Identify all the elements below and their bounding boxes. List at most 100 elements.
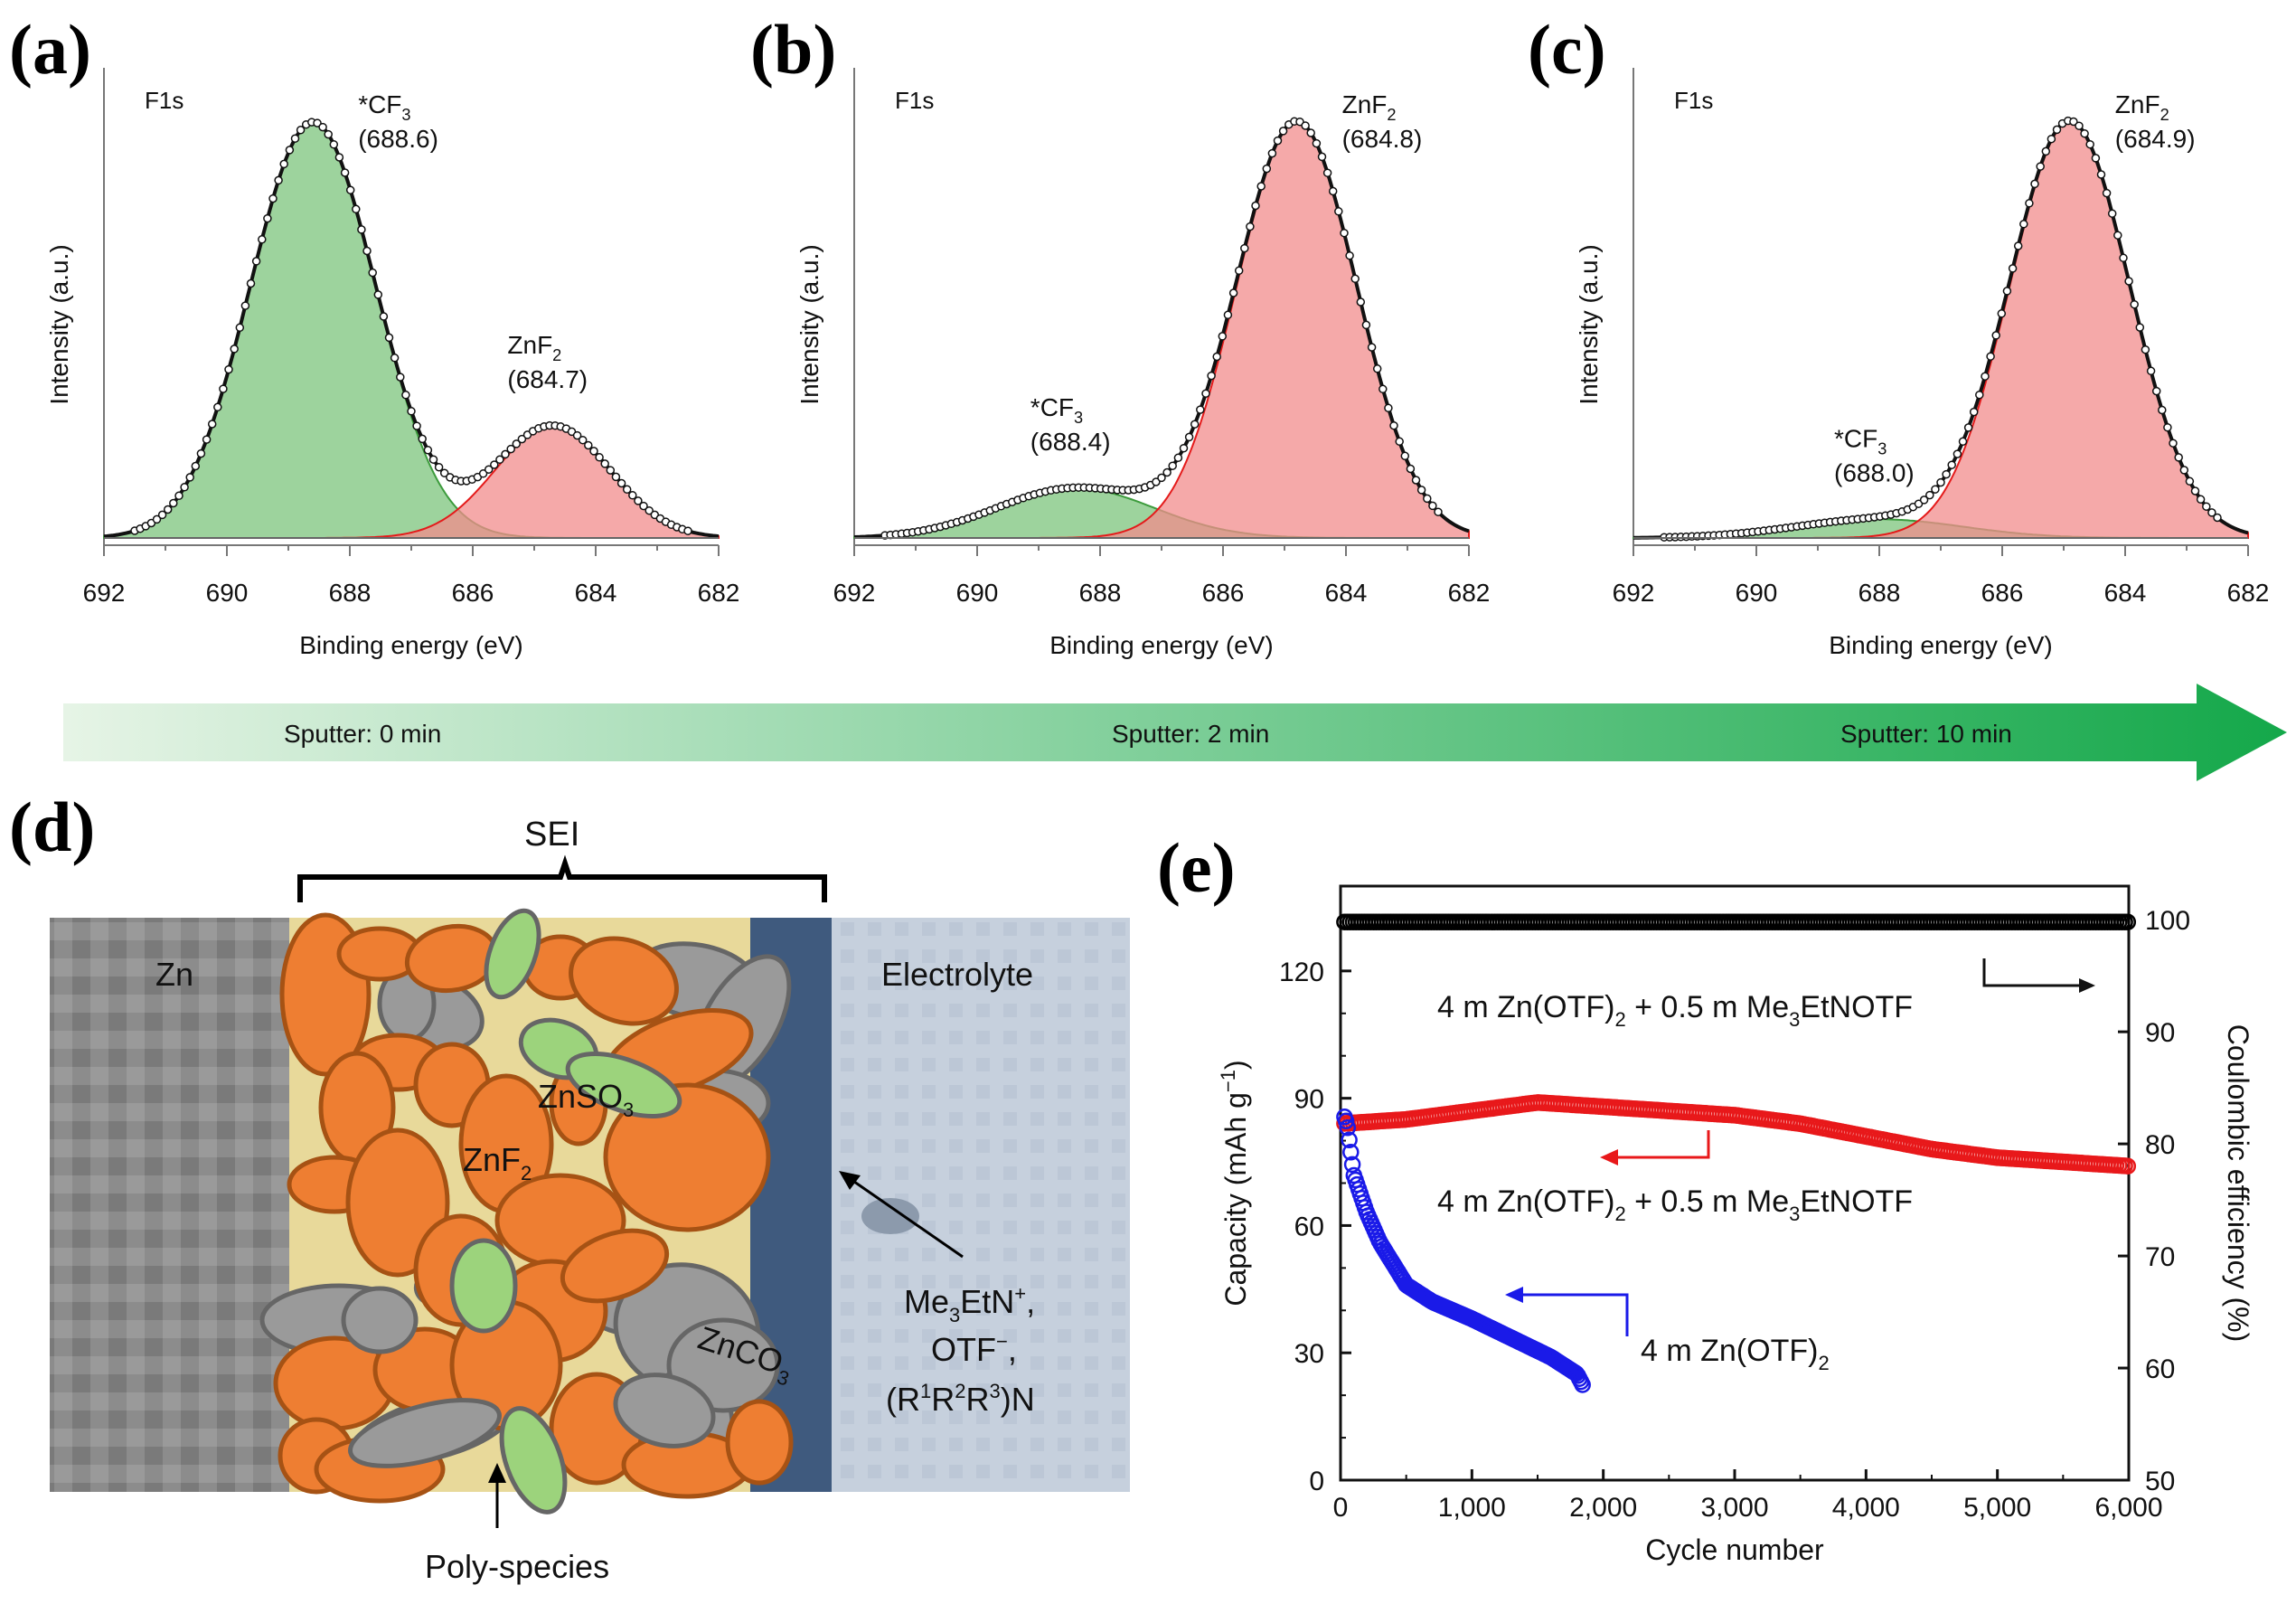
red-arrowhead (1600, 1149, 1618, 1165)
data-point (439, 468, 449, 477)
peak-position-label: (684.8) (1342, 125, 1423, 153)
x-tick-label: 690 (206, 579, 249, 607)
data-point (357, 225, 366, 234)
x-tick-label: 690 (956, 579, 999, 607)
data-point (1240, 243, 1249, 253)
data-point (2019, 220, 2028, 229)
data-point (1337, 1112, 1355, 1130)
data-point (572, 430, 582, 440)
sputter-label-0: Sputter: 0 min (284, 720, 441, 748)
data-point (1212, 352, 1221, 362)
data-point (2113, 231, 2122, 240)
peak-label: *CF3 (1030, 393, 1083, 427)
data-point (423, 446, 433, 455)
data-point (1350, 274, 1360, 284)
data-point (1372, 364, 1382, 373)
data-point (1395, 437, 1404, 447)
green-particle (499, 1406, 568, 1514)
y-right-tick-label: 80 (2145, 1130, 2175, 1160)
data-point (1925, 490, 1934, 500)
y-right-tick-label: 60 (2145, 1354, 2175, 1384)
data-point (495, 455, 504, 465)
data-point (2119, 1157, 2137, 1175)
data-point (235, 323, 245, 333)
data-point (396, 373, 405, 382)
data-point (501, 449, 510, 459)
data-point (1322, 168, 1332, 177)
panel-label-e: (e) (1157, 828, 1236, 907)
x-tick-label: 682 (698, 579, 740, 607)
data-point (2036, 162, 2045, 171)
data-point (418, 434, 427, 444)
data-point (517, 434, 527, 444)
panel-label-a: (a) (9, 10, 91, 89)
x-tick-label: 692 (1613, 579, 1655, 607)
data-point (2119, 913, 2137, 930)
data-point (2075, 121, 2084, 130)
data-point (2179, 466, 2189, 475)
y-right-axis-title: Coulombic efficiency (%) (2222, 1024, 2254, 1343)
electrolyte-label: Electrolyte (881, 956, 1033, 993)
data-point (2107, 209, 2117, 218)
data-point (2141, 344, 2150, 354)
data-point (490, 460, 499, 469)
data-point (1339, 1119, 1357, 1137)
data-point (2085, 139, 2094, 149)
data-point (1400, 451, 1410, 461)
xps-chart-b: 692 690 688 686 684 682 Binding energy (eV) Int… (795, 68, 1490, 659)
blue-series-label: 4 m Zn(OTF)2 (1641, 1334, 1830, 1374)
data-point (246, 278, 256, 288)
data-point (157, 510, 167, 520)
data-point (484, 465, 494, 474)
sei-schematic: SEI Zn Electrolyte ZnSO3 ZnF2 ZnCO3 Me3E… (50, 816, 1130, 1585)
x-tick-label: 6,000 (2094, 1493, 2162, 1523)
data-point (224, 364, 233, 374)
data-point (1328, 186, 1338, 196)
interface-arrowhead (839, 1171, 861, 1190)
data-point (2158, 405, 2167, 415)
data-point (1312, 138, 1322, 148)
y-left-tick-label: 0 (1309, 1467, 1324, 1496)
peak-label: *CF3 (1834, 424, 1887, 458)
data-point (1423, 494, 1432, 504)
x-tick-label: 682 (1448, 579, 1491, 607)
data-point (313, 118, 322, 127)
x-tick-label: 686 (452, 579, 494, 607)
data-point (2135, 323, 2145, 332)
data-point (1981, 372, 1990, 381)
data-point (1969, 407, 1979, 417)
me3etn-label: Me3EtN+, (904, 1282, 1035, 1326)
plot-frame (1339, 884, 2131, 1482)
spectrum-label: F1s (1674, 87, 1713, 114)
panel-label-c: (c) (1528, 10, 1606, 89)
data-point (1361, 320, 1371, 330)
data-point (2163, 422, 2172, 432)
data-point (1963, 423, 1973, 432)
znf2-particle (569, 936, 679, 1026)
electrolyte-blob (861, 1198, 919, 1234)
data-point (1278, 127, 1288, 136)
data-point (1218, 332, 1228, 341)
data-point (2196, 495, 2206, 505)
data-point (263, 213, 272, 223)
x-axis-title: Cycle number (1645, 1533, 1824, 1566)
y-left-tick-label: 90 (1294, 1085, 1324, 1115)
data-point (412, 421, 421, 430)
data-point (1157, 473, 1166, 483)
data-point (1201, 389, 1210, 398)
spectrum-label: F1s (895, 87, 934, 114)
data-point (434, 462, 444, 472)
data-point (1223, 310, 1233, 320)
data-point (1228, 288, 1238, 297)
data-point (251, 257, 261, 266)
x-axis-title: Binding energy (eV) (1829, 631, 2052, 659)
otf-label: OTF−, (931, 1330, 1017, 1368)
data-point (1942, 469, 1951, 479)
data-point (1168, 461, 1177, 470)
data-point (639, 501, 648, 511)
data-point (1991, 331, 2000, 340)
data-point (279, 159, 288, 169)
data-point (1389, 420, 1398, 430)
data-point (1317, 152, 1327, 162)
data-point (2052, 125, 2062, 135)
